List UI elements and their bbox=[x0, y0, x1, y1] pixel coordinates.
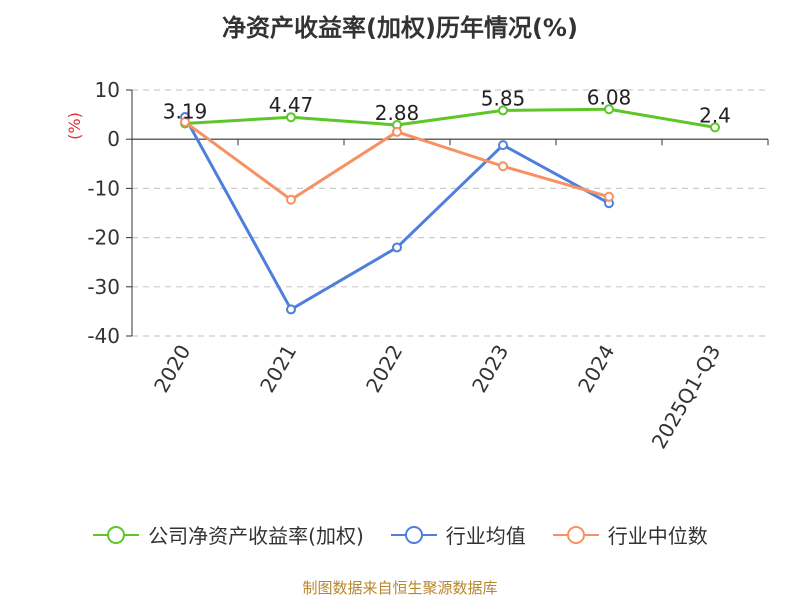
data-point bbox=[286, 112, 296, 123]
y-tick-label: 10 bbox=[95, 78, 120, 102]
legend-swatch-icon bbox=[93, 525, 140, 544]
legend: 公司净资产收益率(加权) 行业均值 行业中位数 bbox=[0, 520, 800, 549]
x-tick-label: 2021 bbox=[255, 341, 301, 397]
legend-label: 行业均值 bbox=[445, 524, 526, 548]
data-point bbox=[286, 304, 296, 315]
legend-label: 公司净资产收益率(加权) bbox=[148, 524, 364, 548]
data-label: 4.47 bbox=[269, 93, 314, 117]
data-point bbox=[498, 140, 508, 151]
y-tick-label: -10 bbox=[87, 176, 120, 200]
series-line bbox=[183, 116, 610, 311]
legend-item: 公司净资产收益率(加权) bbox=[92, 520, 364, 549]
x-tick-label: 2024 bbox=[573, 341, 619, 397]
x-tick-label: 2020 bbox=[149, 341, 195, 397]
data-label: 3.19 bbox=[163, 100, 208, 124]
data-point bbox=[392, 242, 402, 253]
data-point bbox=[604, 104, 614, 115]
data-point bbox=[180, 116, 190, 127]
legend-swatch-icon bbox=[552, 525, 599, 544]
y-tick-label: -20 bbox=[87, 226, 120, 250]
y-tick-label: -30 bbox=[87, 275, 120, 299]
data-label: 6.08 bbox=[587, 85, 632, 109]
data-label: 2.88 bbox=[375, 101, 420, 125]
source-note: 制图数据来自恒生聚源数据库 bbox=[302, 579, 498, 597]
grid-layer bbox=[132, 89, 768, 337]
y-tick-label: 0 bbox=[107, 127, 120, 151]
series-layer bbox=[180, 104, 720, 315]
data-point bbox=[710, 122, 720, 133]
y-tick-label: -40 bbox=[87, 324, 120, 348]
legend-swatch-icon bbox=[390, 525, 437, 544]
axis-layer: 10 0 -10 -20 -30 -40 2020 2021 2022 2023 2024 2025Q… bbox=[65, 78, 769, 453]
data-point bbox=[286, 194, 296, 205]
data-point bbox=[392, 126, 402, 137]
legend-label: 行业中位数 bbox=[607, 524, 708, 548]
data-point bbox=[498, 161, 508, 172]
data-label: 2.4 bbox=[699, 103, 731, 127]
data-point bbox=[604, 191, 614, 202]
data-label: 5.85 bbox=[481, 86, 526, 110]
x-tick-label: 2022 bbox=[361, 341, 407, 397]
series-line bbox=[184, 107, 716, 129]
legend-item: 行业均值 bbox=[390, 520, 526, 549]
data-point bbox=[498, 105, 508, 116]
y-axis-label: (%) bbox=[65, 112, 84, 140]
x-tick-label: 2023 bbox=[467, 341, 513, 397]
x-tick-label: 2025Q1-Q3 bbox=[647, 341, 726, 453]
label-layer: 3.19 4.47 2.88 5.85 6.08 2.4 bbox=[163, 85, 731, 127]
chart-title: 净资产收益率(加权)历年情况(%) bbox=[222, 14, 578, 42]
legend-item: 行业中位数 bbox=[552, 520, 708, 549]
